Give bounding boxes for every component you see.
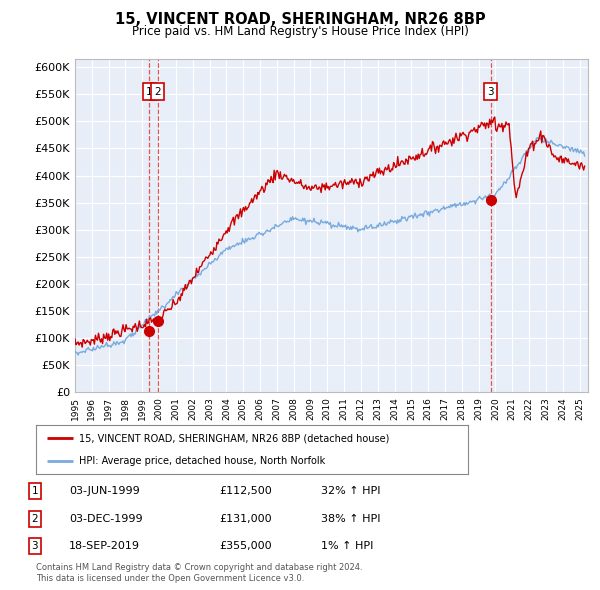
Text: 2: 2 [154, 87, 161, 97]
Text: 18-SEP-2019: 18-SEP-2019 [69, 542, 140, 551]
Text: This data is licensed under the Open Government Licence v3.0.: This data is licensed under the Open Gov… [36, 574, 304, 583]
Text: 3: 3 [487, 87, 494, 97]
Text: 38% ↑ HPI: 38% ↑ HPI [321, 514, 380, 523]
Text: 03-DEC-1999: 03-DEC-1999 [69, 514, 143, 523]
Text: Price paid vs. HM Land Registry's House Price Index (HPI): Price paid vs. HM Land Registry's House … [131, 25, 469, 38]
Text: £131,000: £131,000 [219, 514, 272, 523]
Text: 32% ↑ HPI: 32% ↑ HPI [321, 486, 380, 496]
Text: £112,500: £112,500 [219, 486, 272, 496]
Text: 15, VINCENT ROAD, SHERINGHAM, NR26 8BP: 15, VINCENT ROAD, SHERINGHAM, NR26 8BP [115, 12, 485, 27]
Text: 03-JUN-1999: 03-JUN-1999 [69, 486, 140, 496]
Text: HPI: Average price, detached house, North Norfolk: HPI: Average price, detached house, Nort… [79, 455, 325, 466]
Text: 1: 1 [146, 87, 152, 97]
Text: Contains HM Land Registry data © Crown copyright and database right 2024.: Contains HM Land Registry data © Crown c… [36, 563, 362, 572]
Text: 1% ↑ HPI: 1% ↑ HPI [321, 542, 373, 551]
Text: £355,000: £355,000 [219, 542, 272, 551]
Text: 2: 2 [31, 514, 38, 523]
Text: 3: 3 [31, 542, 38, 551]
Text: 1: 1 [31, 486, 38, 496]
Text: 15, VINCENT ROAD, SHERINGHAM, NR26 8BP (detached house): 15, VINCENT ROAD, SHERINGHAM, NR26 8BP (… [79, 434, 389, 444]
